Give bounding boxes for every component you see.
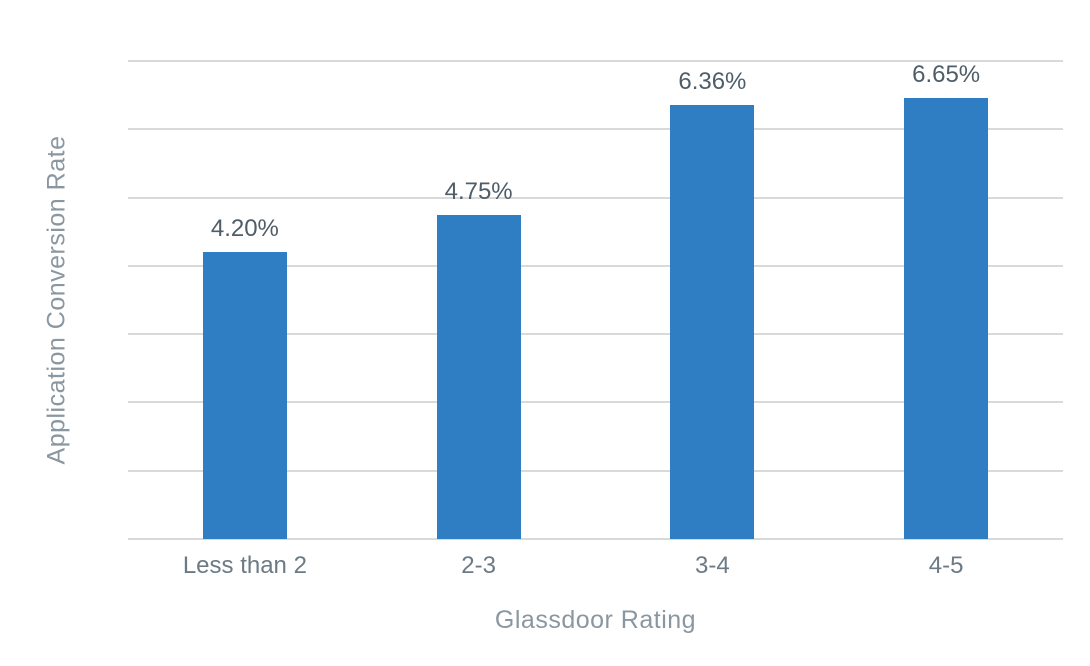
y-axis-title: Application Conversion Rate: [42, 135, 71, 465]
gridline: [128, 538, 1063, 540]
gridline: [128, 128, 1063, 131]
bar-slot-3-4: 6.36%: [596, 61, 830, 539]
x-tick-4-5: 4-5: [928, 552, 964, 579]
bar-slot-4-5: 6.65%: [829, 61, 1063, 539]
plot-area: 4.20% 4.75% 6.36% 6.65%: [128, 60, 1063, 540]
x-tick-less-than-2: Less than 2: [182, 552, 307, 579]
gridline: [128, 264, 1063, 267]
bar-2-3: [436, 214, 521, 539]
bar-value-label: 6.36%: [678, 67, 747, 95]
bar-value-label: 4.75%: [444, 177, 513, 205]
gridline: [128, 60, 1063, 62]
x-tick-3-4: 3-4: [695, 552, 730, 579]
x-tick-2-3: 2-3: [461, 552, 496, 579]
bar-3-4: [670, 104, 755, 539]
bar-slot-2-3: 4.75%: [362, 61, 596, 539]
x-axis-title: Glassdoor Rating: [494, 606, 697, 634]
bar-value-label: 6.65%: [912, 61, 981, 88]
x-axis-tick-labels: Less than 2 2-3 3-4 4-5: [128, 552, 1063, 580]
bar-slot-less-than-2: 4.20%: [128, 61, 362, 539]
bar-4-5: [904, 98, 989, 539]
gridline: [128, 196, 1063, 199]
bar-value-label: 4.20%: [210, 215, 279, 243]
gridline: [128, 401, 1063, 404]
gridlines: [128, 60, 1063, 540]
bar-less-than-2: [202, 252, 287, 539]
bar-group: 4.20% 4.75% 6.36% 6.65%: [128, 61, 1063, 539]
gridline: [128, 469, 1063, 472]
gridline: [128, 333, 1063, 336]
